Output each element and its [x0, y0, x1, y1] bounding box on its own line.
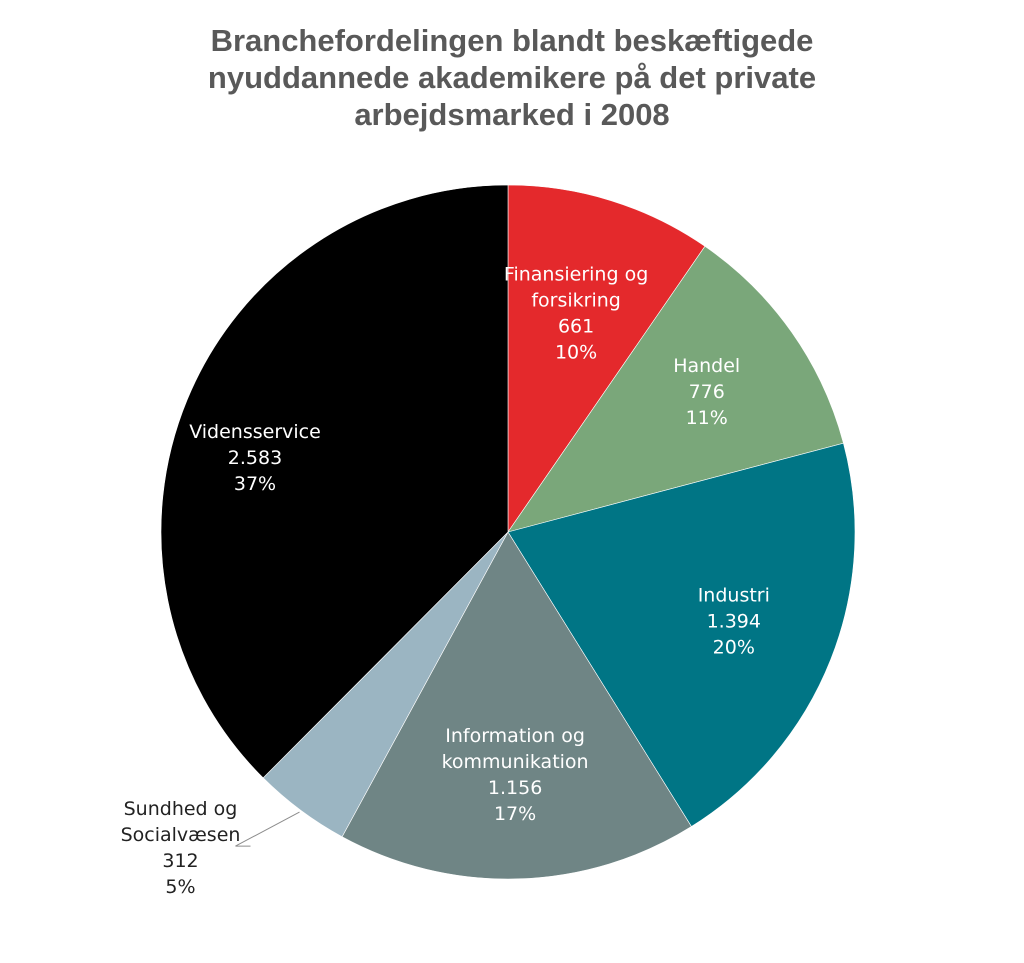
slice-label-value: 776	[689, 381, 725, 403]
pie-slice-industri	[507, 442, 856, 827]
slice-label-name: Sundhed og	[124, 798, 238, 820]
slice-label-percent: 11%	[686, 407, 728, 429]
slice-label-sundhed-og-socialvaesen: Sundhed og Socialvæsen 312 5%	[121, 798, 241, 898]
slice-label-name: Finansiering og	[504, 263, 648, 285]
slice-labels: Finansiering og forsikring 661 10% Handel 776…	[121, 263, 770, 898]
slice-label-value: 661	[558, 315, 594, 337]
slice-label-industri: Industri 1.394 20%	[698, 585, 770, 659]
chart-title-line: nyuddannede akademikere på det private	[207, 60, 817, 95]
slice-label-name: Socialvæsen	[121, 824, 241, 846]
slice-label-name: forsikring	[531, 289, 621, 311]
slice-label-percent: 17%	[494, 803, 536, 825]
slice-label-name: Handel	[673, 355, 740, 377]
slice-label-value: 312	[162, 850, 198, 872]
slice-label-percent: 20%	[713, 637, 755, 659]
slice-label-percent: 37%	[234, 473, 276, 495]
label-leader-line	[235, 811, 300, 847]
slice-label-percent: 10%	[555, 341, 597, 363]
chart-title: Branchefordelingen blandt beskæftigede n…	[0, 22, 1024, 133]
slice-label-name: kommunikation	[442, 751, 589, 773]
chart-title-line: arbejdsmarked i 2008	[354, 97, 670, 132]
pie-slice-handel	[507, 245, 844, 533]
pie-slice-information-og-kommunikation	[341, 531, 692, 880]
pie-slice-vidensservice	[160, 184, 509, 779]
slice-label-value: 1.156	[488, 777, 542, 799]
slice-label-value: 1.394	[707, 611, 761, 633]
slice-label-name: Information og	[445, 725, 585, 747]
slice-label-information-og-kommunikation: Information og kommunikation 1.156 17%	[442, 725, 589, 825]
pie-slice-finansiering-og-forsikring	[507, 184, 706, 533]
chart-title-line: Branchefordelingen blandt beskæftigede	[210, 23, 814, 58]
slice-label-finansiering-og-forsikring: Finansiering og forsikring 661 10%	[504, 263, 648, 363]
slice-label-name: Industri	[698, 585, 770, 607]
slice-label-name: Vidensservice	[189, 421, 321, 443]
slice-label-handel: Handel 776 11%	[673, 355, 740, 429]
slice-label-vidensservice: Vidensservice 2.583 37%	[189, 421, 321, 495]
slice-label-value: 2.583	[228, 447, 282, 469]
slice-label-percent: 5%	[165, 876, 195, 898]
pie-slices	[160, 184, 856, 880]
